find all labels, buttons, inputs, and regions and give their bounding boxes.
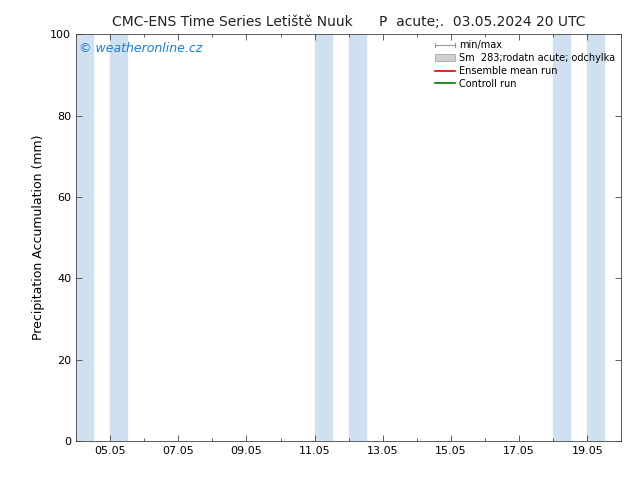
Y-axis label: Precipitation Accumulation (mm): Precipitation Accumulation (mm) xyxy=(32,135,44,341)
Bar xyxy=(553,34,570,441)
Bar xyxy=(587,34,604,441)
Bar xyxy=(314,34,332,441)
Bar xyxy=(76,34,93,441)
Bar xyxy=(349,34,366,441)
Text: © weatheronline.cz: © weatheronline.cz xyxy=(79,43,202,55)
Bar xyxy=(110,34,127,441)
Title: CMC-ENS Time Series Letiště Nuuk      P  acute;.  03.05.2024 20 UTC: CMC-ENS Time Series Letiště Nuuk P acute… xyxy=(112,15,585,29)
Legend: min/max, Sm  283;rodatn acute; odchylka, Ensemble mean run, Controll run: min/max, Sm 283;rodatn acute; odchylka, … xyxy=(431,36,619,93)
